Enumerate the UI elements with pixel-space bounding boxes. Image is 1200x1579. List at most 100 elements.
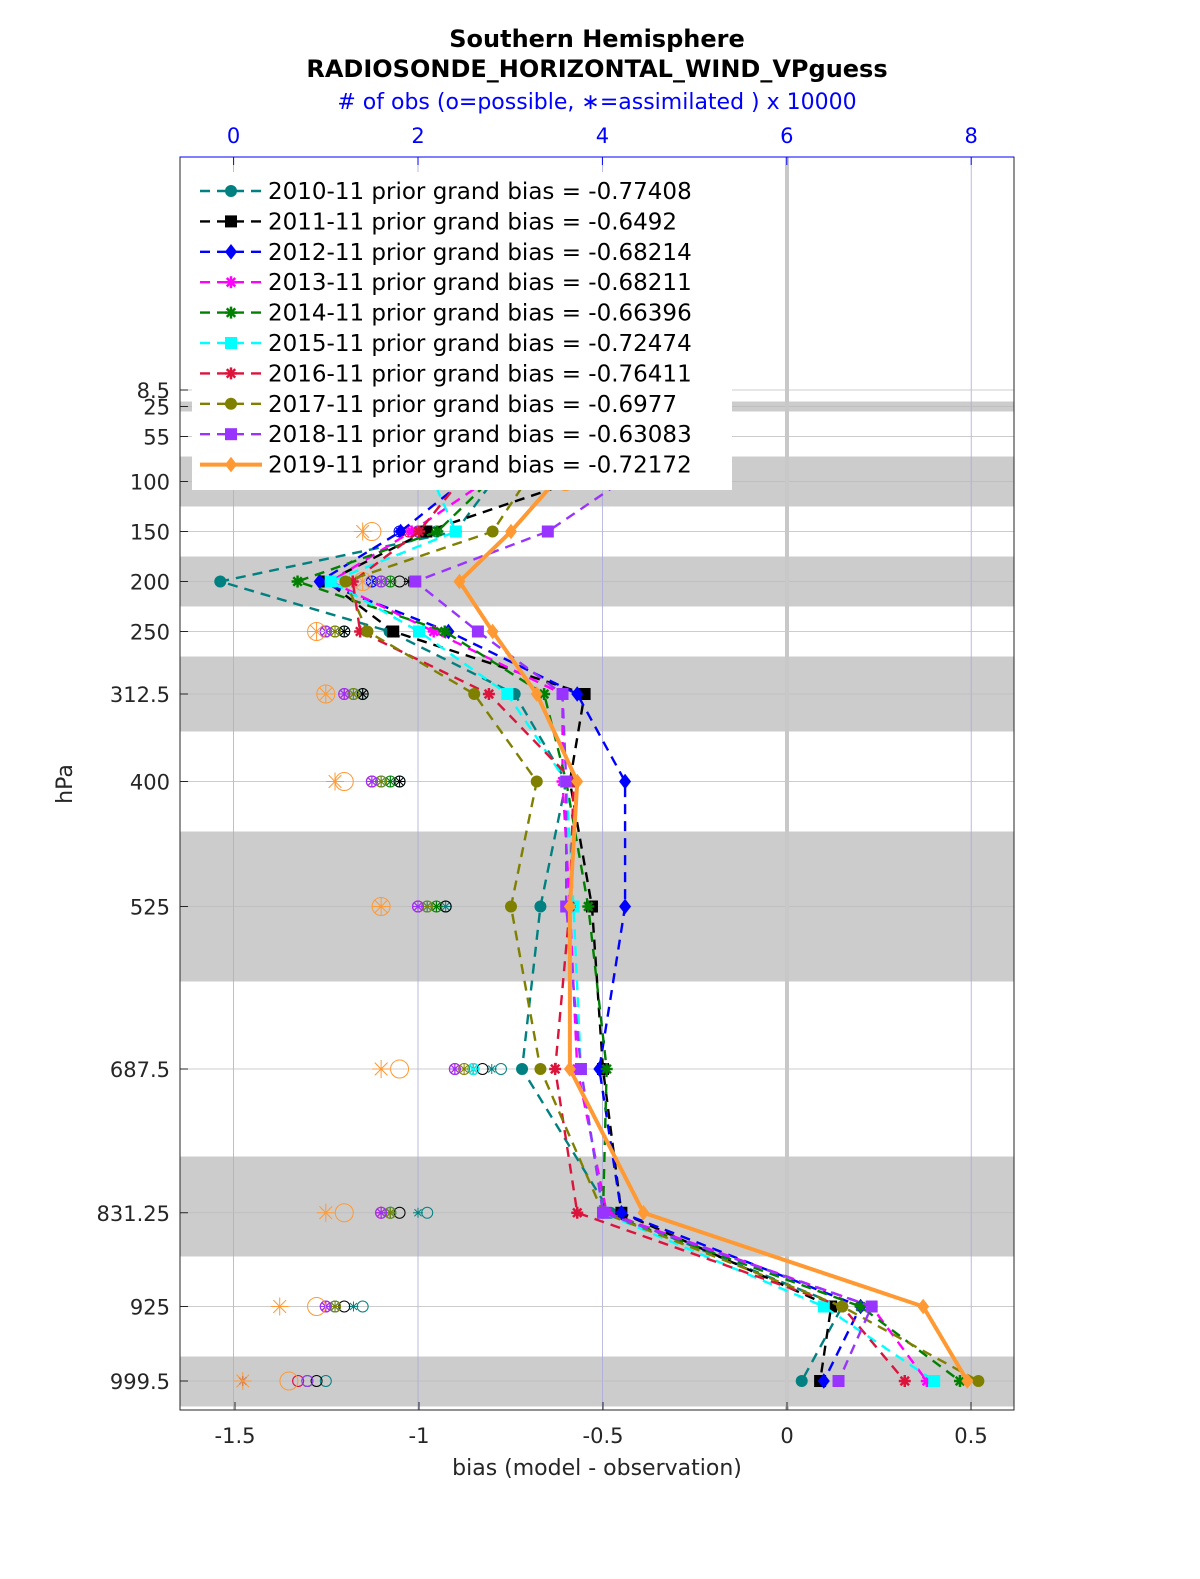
data-point <box>597 1206 609 1219</box>
data-point <box>534 900 547 913</box>
legend-label: 2014-11 prior grand bias = -0.66396 <box>268 301 692 327</box>
asterisk-stroke <box>460 1065 468 1073</box>
data-point <box>516 1063 529 1075</box>
data-point <box>361 625 374 638</box>
y-tick-label: 831.25 <box>97 1202 170 1226</box>
data-point <box>505 900 517 913</box>
x-tick-label: -1.5 <box>215 1424 256 1448</box>
data-point <box>549 1063 562 1075</box>
data-point <box>615 1204 628 1221</box>
series-line <box>363 434 970 1383</box>
data-point <box>836 1300 849 1313</box>
asterisk-stroke <box>272 1299 287 1314</box>
asterisk-stroke <box>340 690 349 698</box>
y-ticks: 8.525 55 100 150 200 250 312.5 400 525 687.5 831.2… <box>97 379 188 1394</box>
obs-possible-marker <box>375 575 388 588</box>
legend-label: 2015-11 prior grand bias = -0.72474 <box>268 331 692 357</box>
star-stroke <box>954 1375 966 1387</box>
series-line <box>328 435 928 1382</box>
data-point <box>571 773 584 790</box>
asterisk-stroke <box>349 690 358 698</box>
obs-assimilated-marker <box>413 1207 423 1218</box>
bottom-x-ticks: -1.5 -1 -0.5 0 0.5 <box>215 1402 988 1448</box>
legend-label: 2013-11 prior grand bias = -0.68211 <box>268 270 692 296</box>
obs-possible-marker <box>310 1375 323 1387</box>
obs-assimilated-marker <box>233 1372 252 1390</box>
asterisk-stroke <box>377 777 386 786</box>
obs-assimilated-marker <box>449 1064 460 1074</box>
data-point <box>563 898 576 915</box>
asterisk-stroke <box>395 777 404 786</box>
asterisk-stroke <box>355 574 370 589</box>
y-axis-label: hPa <box>53 764 78 804</box>
legend-label: 2016-11 prior grand bias = -0.76411 <box>268 361 692 387</box>
obs-assimilated-marker <box>307 622 326 641</box>
legend-entry-1: 2010-11 prior grand bias = -0.77408 <box>200 179 692 205</box>
data-point <box>832 1375 845 1387</box>
data-point <box>225 428 237 441</box>
data-point <box>468 688 481 700</box>
star-stroke <box>413 526 425 537</box>
asterisk-stroke <box>377 577 386 586</box>
asterisk-stroke <box>414 902 422 911</box>
asterisk-stroke <box>386 577 395 586</box>
data-point <box>225 397 237 410</box>
data-point <box>795 1375 808 1387</box>
y-tick-label: 312.5 <box>110 683 170 707</box>
asterisk-stroke <box>309 624 324 639</box>
obs-possible-marker <box>375 1206 388 1219</box>
asterisk-stroke <box>331 1302 339 1311</box>
data-point <box>482 688 495 700</box>
obs-assimilated-marker <box>330 626 341 637</box>
y-tick-label: 687.5 <box>110 1058 170 1082</box>
y-tick-label: 55 <box>143 426 170 450</box>
data-point <box>928 1375 941 1387</box>
star-stroke <box>225 277 237 288</box>
x-tick-label: -0.5 <box>583 1424 624 1448</box>
top-x-ticks: 0 2 4 6 8 <box>227 124 978 165</box>
asterisk-stroke <box>423 902 432 911</box>
data-point <box>817 1373 830 1389</box>
top-tick-label: 6 <box>780 124 793 148</box>
asterisk-stroke <box>328 774 342 789</box>
chart-subtitle: RADIOSONDE_HORIZONTAL_WIND_VPguess <box>306 55 887 83</box>
legend-entry-2: 2011-11 prior grand bias = -0.6492 <box>200 209 677 235</box>
top-tick-label: 0 <box>227 124 240 148</box>
shaded-band-6 <box>180 1356 1014 1407</box>
y-tick-label: 8.5 <box>137 379 170 403</box>
y-tick-label: 925 <box>130 1296 170 1320</box>
data-point <box>471 625 484 638</box>
asterisk-stroke <box>331 627 339 636</box>
obs-assimilated-marker <box>339 689 350 699</box>
data-point <box>394 523 407 540</box>
data-point <box>898 1375 911 1387</box>
star-stroke <box>572 1207 583 1218</box>
data-point <box>413 525 425 538</box>
obs-possible-marker <box>390 1059 410 1079</box>
x-tick-label: -1 <box>409 1424 430 1448</box>
data-point <box>431 525 444 538</box>
data-point <box>225 337 237 349</box>
data-point <box>541 525 554 538</box>
obs-assimilated-marker <box>316 1203 335 1222</box>
obs-assimilated-marker <box>459 1064 470 1074</box>
series-line <box>343 435 979 1383</box>
series-line <box>219 435 844 1382</box>
data-point <box>225 456 237 473</box>
data-point <box>865 1300 878 1313</box>
obs-possible-marker <box>319 1300 332 1313</box>
asterisk-stroke <box>432 902 441 911</box>
series-line <box>327 435 935 1382</box>
x-axis-label: bias (model - observation) <box>452 1456 742 1481</box>
legend-entry-4: 2013-11 prior grand bias = -0.68211 <box>200 270 692 296</box>
data-point <box>600 1063 613 1075</box>
asterisk-stroke <box>469 1065 478 1073</box>
obs-possible-marker <box>279 1371 299 1391</box>
legend-entry-5: 2014-11 prior grand bias = -0.66396 <box>200 301 692 327</box>
asterisk-stroke <box>386 1208 395 1217</box>
data-point <box>449 525 462 538</box>
data-point <box>225 276 237 289</box>
legend: 2010-11 prior grand bias = -0.77408 2011-… <box>192 172 732 490</box>
asterisk-stroke <box>377 1208 386 1217</box>
series-9 <box>409 430 878 1387</box>
